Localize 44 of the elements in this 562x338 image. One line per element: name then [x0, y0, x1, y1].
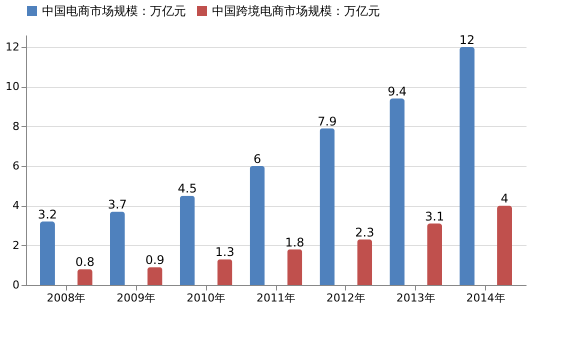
x-tick-label: 2010年: [186, 292, 226, 304]
data-label: 3.2: [38, 208, 58, 222]
bar: [250, 166, 265, 285]
data-label: 4: [500, 192, 508, 206]
data-label: 2.3: [355, 225, 374, 240]
bar: [147, 267, 162, 285]
legend-label: 中国电商市场规模：万亿元: [42, 4, 186, 18]
bar: [497, 206, 512, 285]
bar: [357, 239, 372, 285]
bar: [390, 98, 405, 285]
data-label: 0.9: [145, 253, 164, 268]
bar: [320, 128, 335, 285]
data-label: 0.8: [75, 255, 94, 270]
x-tick-label: 2009年: [116, 292, 156, 304]
data-label: 4.5: [178, 182, 197, 196]
data-label: 12: [459, 32, 475, 47]
x-tick-label: 2014年: [466, 292, 506, 304]
bar: [427, 223, 442, 285]
x-tick-label: 2008年: [46, 292, 86, 304]
data-label: 3.1: [425, 209, 444, 224]
data-label: 3.7: [108, 198, 127, 212]
x-tick-label: 2011年: [256, 292, 296, 304]
bar: [180, 196, 195, 285]
data-label: 9.4: [388, 84, 407, 98]
bar: [460, 46, 475, 285]
bar: [77, 269, 92, 285]
y-tick-label: 12: [6, 40, 20, 54]
y-tick-label: 4: [12, 199, 20, 212]
legend-label: 中国跨境电商市场规模：万亿元: [212, 4, 380, 18]
x-tick-label: 2012年: [326, 292, 366, 304]
data-label: 7.9: [318, 114, 337, 128]
y-tick-label: 6: [12, 159, 20, 172]
bar: [217, 259, 232, 285]
bar: [287, 249, 302, 285]
x-tick-label: 2013年: [396, 292, 436, 304]
bar: [40, 222, 55, 285]
data-label: 1.8: [285, 235, 304, 250]
data-label: 1.3: [215, 245, 234, 260]
y-tick-label: 2: [12, 238, 20, 252]
bar: [110, 212, 125, 285]
y-tick-label: 0: [12, 278, 20, 292]
data-label: 6: [253, 152, 262, 166]
y-tick-label: 8: [12, 120, 20, 133]
y-tick-label: 10: [6, 80, 20, 94]
